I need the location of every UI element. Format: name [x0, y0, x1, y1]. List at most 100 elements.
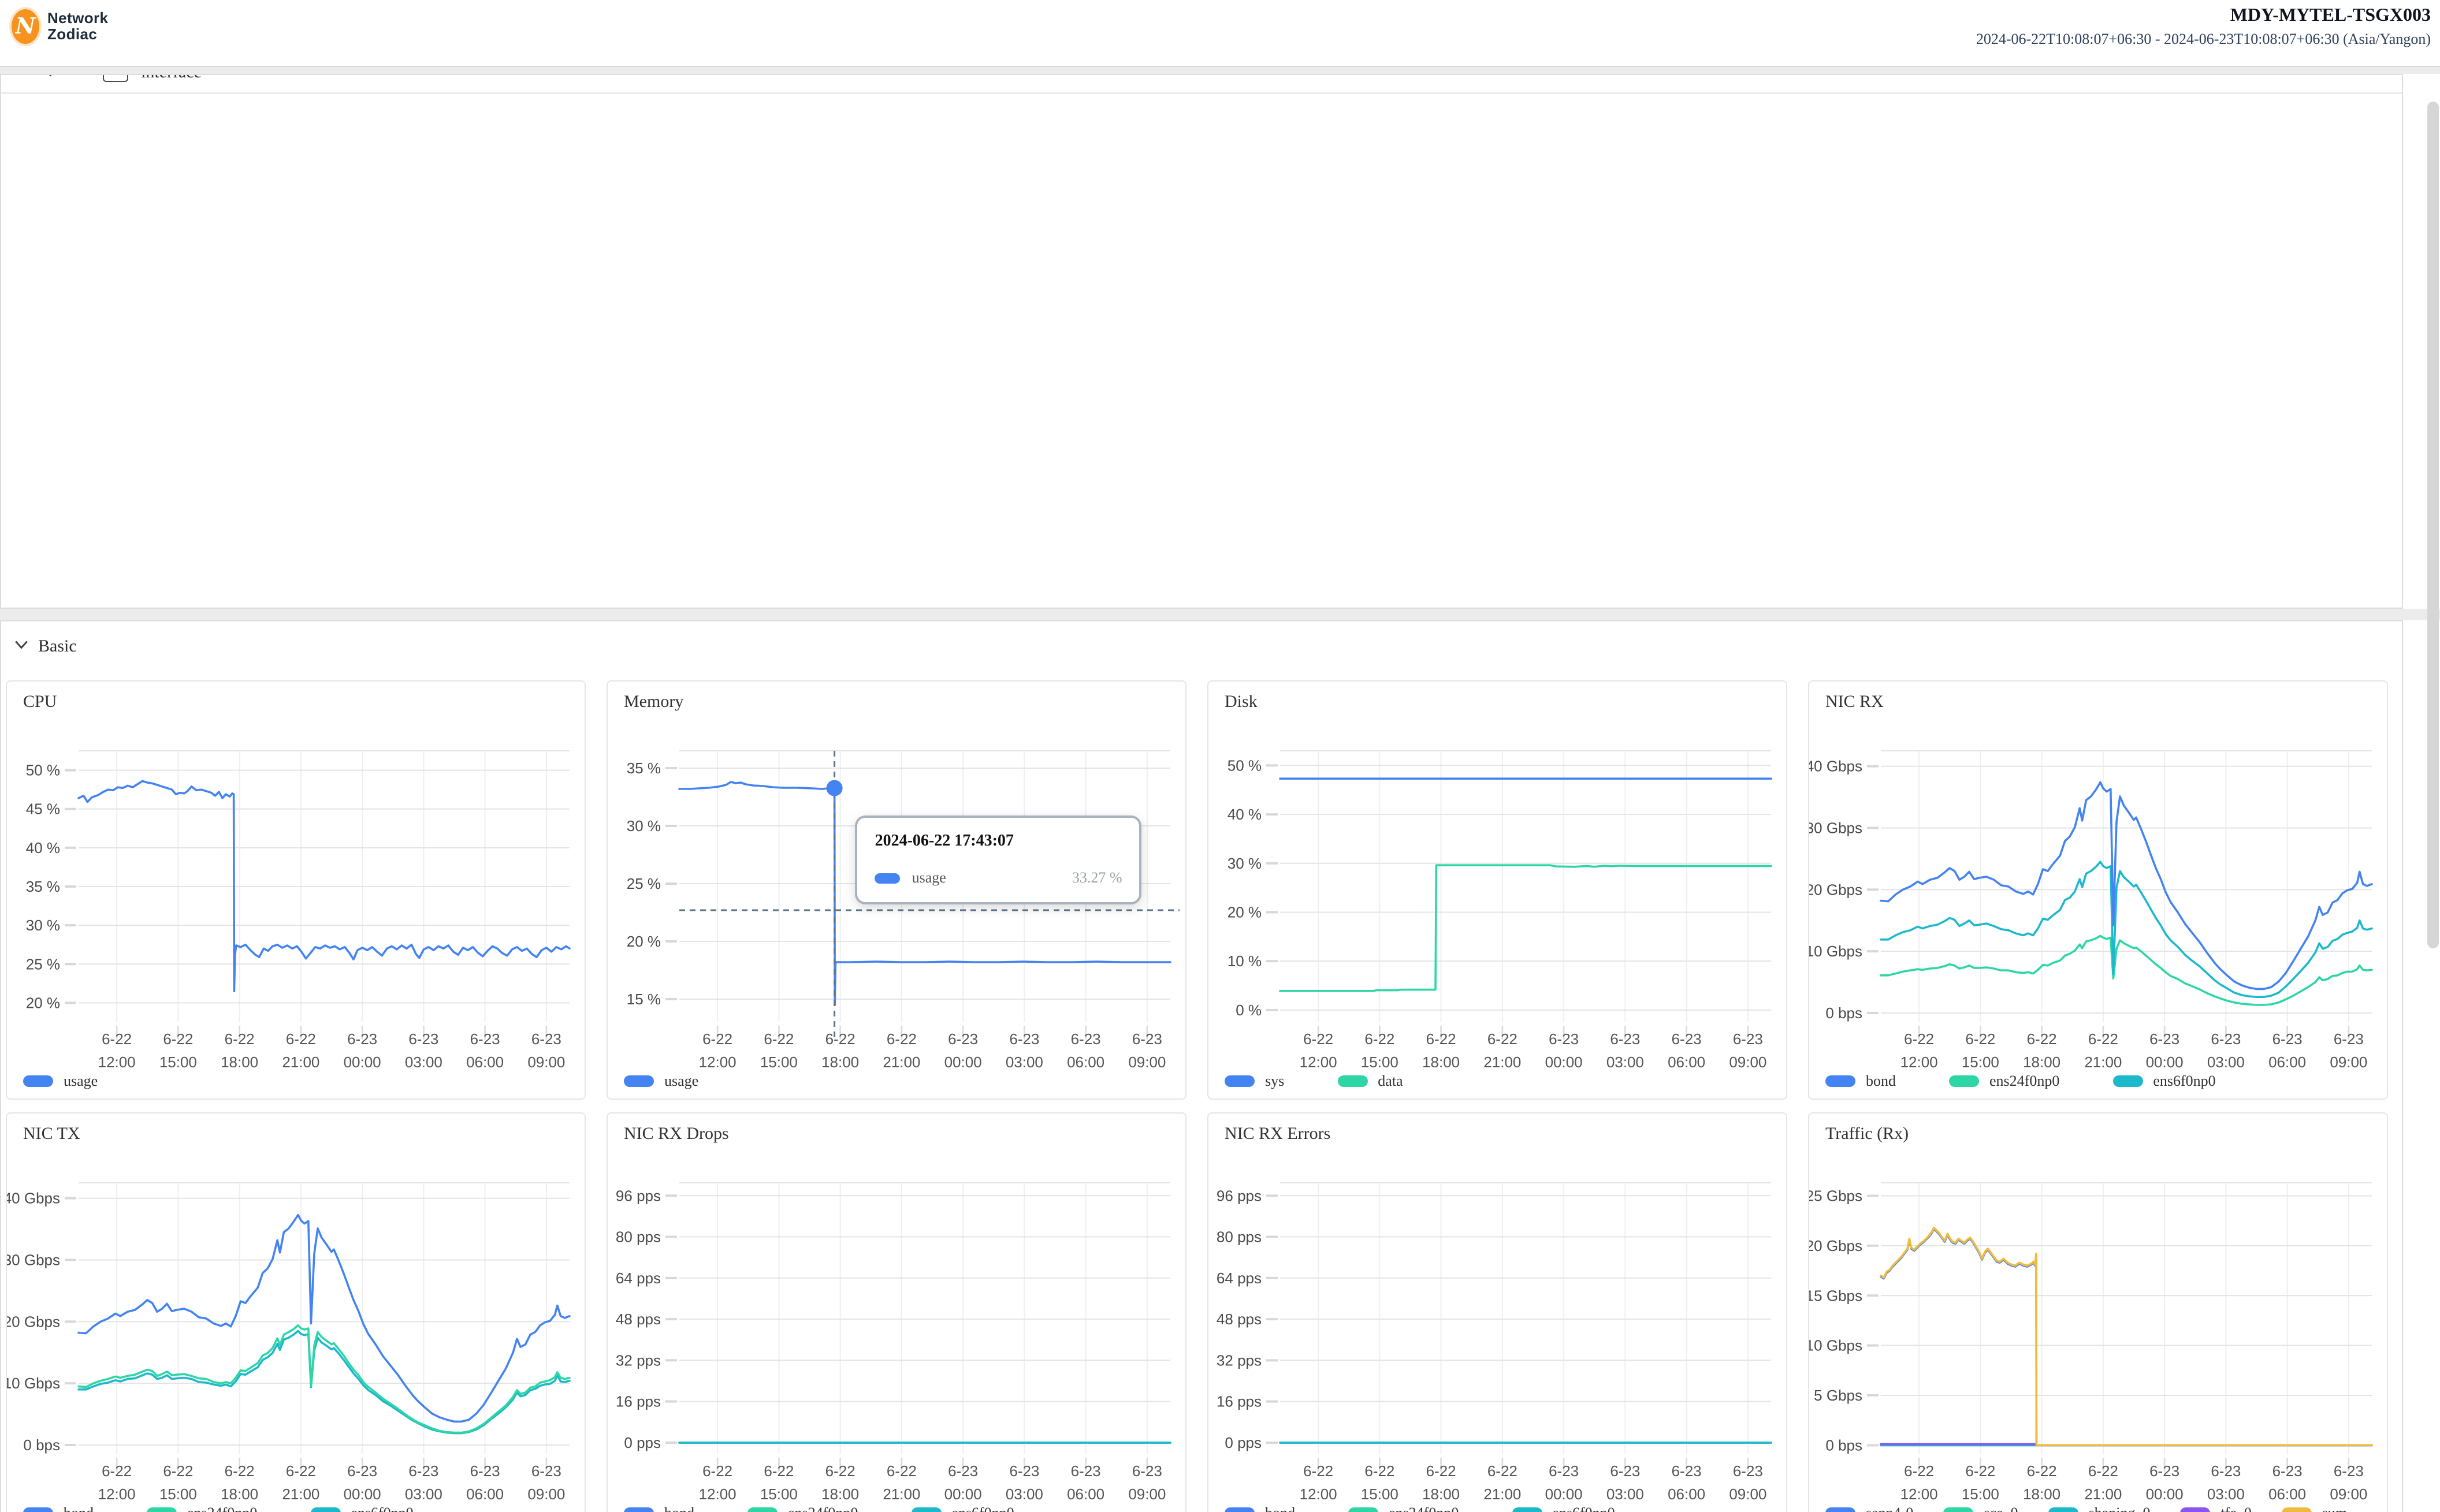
legend-label: ens24f0np0: [1989, 1072, 2060, 1089]
chart-panel-traffic-rx: Traffic (Rx) 6-22 12:00 6-22 15:00 6-22 18:00 6…: [1808, 1112, 2388, 1512]
y-axis-label: 48 pps: [1217, 1310, 1262, 1328]
x-axis-label: 6-23: [1009, 1030, 1039, 1048]
chart-canvas-memory[interactable]: 6-22 12:00 6-22 15:00 6-22 18:00 6-22 21:00 6-23…: [608, 681, 1186, 1100]
legend-item-ens24f0np0[interactable]: ens24f0np0: [147, 1504, 257, 1512]
section-header-basic[interactable]: Basic: [1, 621, 2402, 657]
y-axis-label: 0 bps: [23, 1436, 60, 1454]
chevron-right-icon: [45, 75, 59, 83]
legend-swatch: [624, 1075, 654, 1087]
legend-label: usage: [664, 1072, 699, 1089]
legend-item-ens6f0np0[interactable]: ens6f0np0: [2112, 1072, 2216, 1090]
x-axis-label: 09:00: [1729, 1485, 1766, 1503]
legend-item-sapp4-0[interactable]: sapp4-0: [1825, 1504, 1913, 1512]
legend-item-shaping_0[interactable]: shaping_0: [2048, 1504, 2150, 1512]
x-axis-label: 18:00: [2023, 1053, 2060, 1071]
legend-item-ens24f0np0[interactable]: ens24f0np0: [1949, 1072, 2059, 1090]
legend-item-ens24f0np0[interactable]: ens24f0np0: [1348, 1504, 1459, 1512]
legend-item-ens6f0np0[interactable]: ens6f0np0: [310, 1504, 414, 1512]
tooltip-series-swatch: [875, 873, 901, 883]
x-axis-label: 06:00: [466, 1485, 504, 1503]
legend-item-data[interactable]: data: [1337, 1072, 1403, 1090]
legend-item-bond[interactable]: bond: [624, 1504, 694, 1512]
x-axis-label: 6-23: [347, 1462, 377, 1480]
legend-item-ens24f0np0[interactable]: ens24f0np0: [747, 1504, 858, 1512]
x-axis-label: 6-22: [1965, 1030, 1995, 1048]
y-axis-label: 5 Gbps: [1814, 1387, 1862, 1404]
legend-item-tfe_0[interactable]: tfe_0: [2180, 1504, 2252, 1512]
x-axis-label: 6-23: [408, 1462, 438, 1480]
section-header-interfaces[interactable]: interface: [1, 75, 2402, 94]
y-axis-label: 20 Gbps: [1809, 1237, 1862, 1254]
x-axis-label: 12:00: [1900, 1485, 1938, 1503]
legend-swatch: [2112, 1075, 2143, 1087]
y-axis-label: 10 Gbps: [1809, 1337, 1862, 1354]
y-axis-label: 80 pps: [616, 1228, 661, 1246]
y-axis-label: 40 %: [1228, 806, 1262, 823]
x-axis-label: 12:00: [1300, 1053, 1337, 1071]
vertical-scrollbar-thumb[interactable]: [2427, 102, 2439, 948]
y-axis-label: 15 %: [627, 990, 661, 1008]
legend-item-ens6f0np0[interactable]: ens6f0np0: [911, 1504, 1014, 1512]
legend-item-usage[interactable]: usage: [23, 1072, 98, 1090]
section-card-interfaces: interface: [0, 74, 2403, 609]
x-axis-label: 6-23: [2149, 1030, 2179, 1048]
chart-canvas-disk[interactable]: 6-22 12:00 6-22 15:00 6-22 18:00 6-22 21:00 6-23…: [1208, 681, 1787, 1100]
legend-item-bond[interactable]: bond: [1225, 1504, 1295, 1512]
x-axis-label: 6-22: [1487, 1462, 1517, 1480]
legend-item-bond[interactable]: bond: [1825, 1072, 1896, 1090]
x-axis-label: 09:00: [527, 1485, 565, 1503]
chevron-down-icon: [14, 636, 29, 657]
x-axis-label: 15:00: [760, 1053, 798, 1071]
x-axis-label: 15:00: [159, 1485, 197, 1503]
legend-swatch: [1825, 1507, 1855, 1512]
x-axis-label: 06:00: [1668, 1485, 1705, 1503]
x-axis-label: 21:00: [2084, 1485, 2122, 1503]
x-axis-label: 06:00: [2268, 1485, 2306, 1503]
x-axis-label: 03:00: [1006, 1485, 1043, 1503]
y-axis-label: 35 %: [627, 759, 661, 777]
divider-band: [0, 66, 2440, 74]
legend-item-ens6f0np0[interactable]: ens6f0np0: [1512, 1504, 1615, 1512]
x-axis-label: 6-22: [286, 1462, 316, 1480]
y-axis-label: 30 Gbps: [7, 1252, 60, 1269]
legend-swatch: [2281, 1507, 2312, 1512]
series-line-bond: [77, 1213, 571, 1423]
y-axis-label: 25 %: [627, 875, 661, 892]
x-axis-label: 09:00: [1128, 1485, 1166, 1503]
legend-label: ens6f0np0: [351, 1504, 413, 1512]
x-axis-label: 03:00: [405, 1485, 442, 1503]
x-axis-label: 6-22: [163, 1462, 193, 1480]
y-axis-label: 20 Gbps: [1809, 881, 1862, 898]
x-axis-label: 6-23: [1733, 1462, 1763, 1480]
chart-canvas-nic-tx[interactable]: 6-22 12:00 6-22 15:00 6-22 18:00 6-22 21:00 6-23…: [7, 1113, 586, 1512]
chart-title: Traffic (Rx): [1825, 1125, 1909, 1144]
x-axis-label: 6-22: [825, 1030, 856, 1048]
legend-item-sys[interactable]: sys: [1225, 1072, 1284, 1090]
legend-item-sum[interactable]: sum: [2281, 1504, 2347, 1512]
chart-canvas-traffic-rx[interactable]: 6-22 12:00 6-22 15:00 6-22 18:00 6-22 21:00 6-23…: [1809, 1113, 2388, 1512]
x-axis-label: 06:00: [1067, 1053, 1104, 1071]
x-axis-label: 6-22: [1364, 1030, 1394, 1048]
y-axis-label: 20 %: [26, 994, 60, 1011]
legend-item-sce_0[interactable]: sce_0: [1943, 1504, 2018, 1512]
x-axis-label: 03:00: [1606, 1053, 1644, 1071]
chart-canvas-cpu[interactable]: 6-22 12:00 6-22 15:00 6-22 18:00 6-22 21:00 6-23…: [7, 681, 586, 1100]
chart-canvas-nic-rx-drops[interactable]: 6-22 12:00 6-22 15:00 6-22 18:00 6-22 21:00 6-23…: [608, 1113, 1186, 1512]
x-axis-label: 6-22: [1303, 1462, 1333, 1480]
chart-canvas-nic-rx-errors[interactable]: 6-22 12:00 6-22 15:00 6-22 18:00 6-22 21:00 6-23…: [1208, 1113, 1787, 1512]
x-axis-label: 6-23: [1610, 1462, 1640, 1480]
legend-item-usage[interactable]: usage: [624, 1072, 698, 1090]
chart-legend: sys data: [1225, 1072, 1456, 1090]
x-axis-label: 15:00: [159, 1053, 197, 1071]
chart-legend: bond ens24f0np0 ens6f0np0: [23, 1504, 467, 1512]
legend-item-bond[interactable]: bond: [23, 1504, 94, 1512]
x-axis-label: 03:00: [2207, 1485, 2245, 1503]
chart-canvas-nic-rx[interactable]: 6-22 12:00 6-22 15:00 6-22 18:00 6-22 21:00 6-23…: [1809, 681, 2388, 1100]
chart-title: Memory: [624, 693, 684, 712]
legend-label: sys: [1265, 1072, 1285, 1089]
y-axis-label: 40 %: [26, 839, 60, 856]
x-axis-label: 6-22: [163, 1030, 193, 1048]
series-line-usage: [77, 780, 571, 993]
x-axis-label: 6-23: [1071, 1030, 1101, 1048]
legend-label: sce_0: [1984, 1504, 2018, 1512]
